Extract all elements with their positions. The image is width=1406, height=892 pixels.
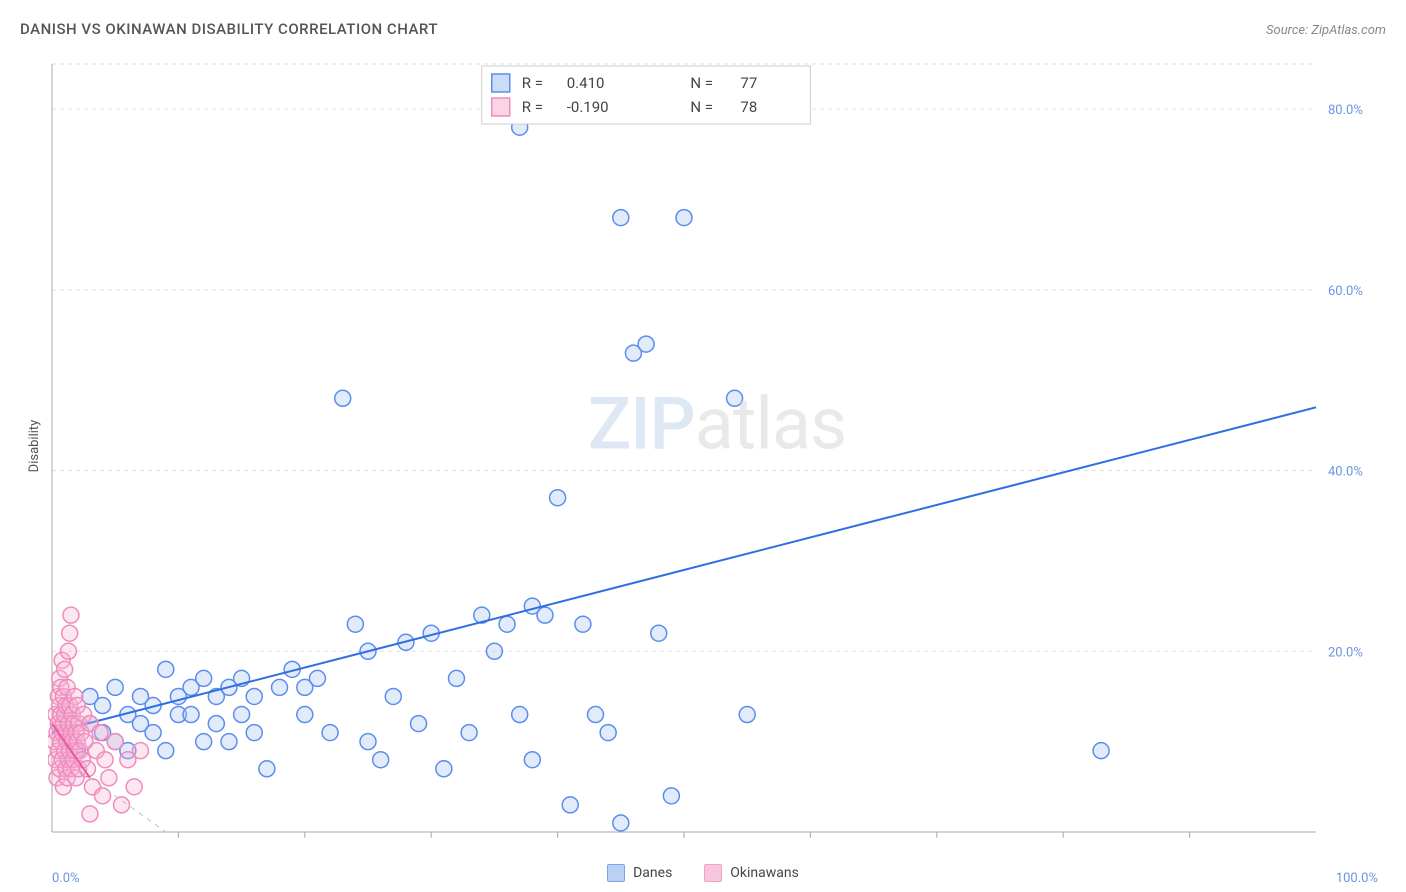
data-point-danes (739, 707, 755, 723)
legend-swatch (704, 864, 722, 882)
plot-container: ZIPatlas 20.0%40.0%60.0%80.0%R =0.410N =… (48, 60, 1386, 852)
data-point-danes (196, 734, 212, 750)
data-point-danes (322, 725, 338, 741)
data-point-danes (385, 688, 401, 704)
data-point-danes (246, 688, 262, 704)
data-point-danes (145, 725, 161, 741)
data-point-danes (208, 716, 224, 732)
scatter-plot: 20.0% 40.0% 60.0% 80.0% R = 0.410 N = 77 R = -0.1… (48, 60, 1386, 852)
data-point-danes (196, 670, 212, 686)
data-point-danes (499, 616, 515, 632)
data-point-danes (486, 643, 502, 659)
data-point-okinawans (97, 752, 113, 768)
stats-n-label: N = (690, 98, 713, 116)
data-point-danes (638, 336, 654, 352)
data-point-okinawans (57, 661, 73, 677)
data-point-okinawans (114, 797, 130, 813)
data-point-danes (512, 707, 528, 723)
data-point-danes (347, 616, 363, 632)
data-point-danes (246, 725, 262, 741)
stats-swatch (492, 74, 510, 92)
data-point-danes (448, 670, 464, 686)
data-point-danes (537, 607, 553, 623)
data-point-danes (676, 210, 692, 226)
stats-n-value: 77 (740, 74, 757, 92)
y-axis-label: Disability (27, 420, 42, 473)
data-point-danes (524, 752, 540, 768)
data-point-danes (335, 390, 351, 406)
stats-n-label: N = (690, 74, 713, 92)
data-point-danes (234, 707, 250, 723)
data-point-danes (575, 616, 591, 632)
data-point-danes (221, 734, 237, 750)
legend-item-okinawans: Okinawans (704, 864, 799, 882)
data-point-danes (360, 734, 376, 750)
data-point-danes (411, 716, 427, 732)
data-point-danes (651, 625, 667, 641)
data-point-danes (727, 390, 743, 406)
y-tick-label: 40.0% (1328, 465, 1363, 480)
data-point-danes (309, 670, 325, 686)
y-tick-label: 80.0% (1328, 103, 1363, 118)
stats-r-value: -0.190 (567, 98, 609, 116)
data-point-okinawans (132, 743, 148, 759)
data-point-danes (600, 725, 616, 741)
data-point-danes (436, 761, 452, 777)
trend-line-danes (52, 407, 1316, 732)
legend-swatch (607, 864, 625, 882)
data-point-danes (183, 707, 199, 723)
stats-swatch (492, 98, 510, 116)
data-point-okinawans (62, 625, 78, 641)
data-point-danes (158, 743, 174, 759)
legend-item-danes: Danes (607, 864, 672, 882)
stats-n-value: 78 (740, 98, 757, 116)
data-point-okinawans (101, 770, 117, 786)
data-point-okinawans (92, 725, 108, 741)
data-point-danes (259, 761, 275, 777)
data-point-danes (373, 752, 389, 768)
data-point-okinawans (63, 607, 79, 623)
data-point-okinawans (107, 734, 123, 750)
data-point-danes (562, 797, 578, 813)
data-point-danes (613, 815, 629, 831)
y-tick-label: 60.0% (1328, 284, 1363, 299)
data-point-danes (613, 210, 629, 226)
data-point-danes (663, 788, 679, 804)
data-point-danes (461, 725, 477, 741)
stats-r-value: 0.410 (567, 74, 605, 92)
data-point-okinawans (60, 643, 76, 659)
source-label: Source: ZipAtlas.com (1266, 23, 1386, 38)
data-point-danes (107, 679, 123, 695)
legend-label: Danes (633, 865, 672, 881)
data-point-danes (550, 490, 566, 506)
data-point-danes (1093, 743, 1109, 759)
data-point-danes (95, 698, 111, 714)
data-point-danes (158, 661, 174, 677)
chart-title: DANISH VS OKINAWAN DISABILITY CORRELATIO… (20, 20, 438, 38)
stats-r-label: R = (522, 74, 543, 92)
data-point-danes (297, 707, 313, 723)
legend-label: Okinawans (730, 865, 799, 881)
data-point-okinawans (82, 806, 98, 822)
data-point-danes (272, 679, 288, 695)
stats-r-label: R = (522, 98, 543, 116)
y-tick-label: 20.0% (1328, 645, 1363, 660)
legend: Danes Okinawans (0, 864, 1406, 886)
data-point-danes (588, 707, 604, 723)
data-point-okinawans (126, 779, 142, 795)
